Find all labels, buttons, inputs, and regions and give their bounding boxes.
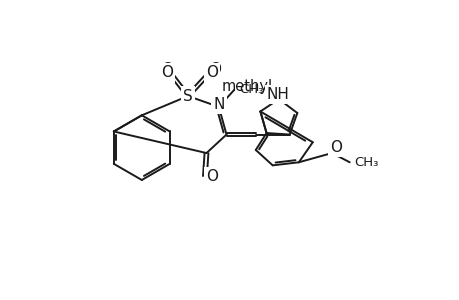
- Text: O: O: [206, 169, 218, 184]
- Text: O: O: [161, 62, 173, 77]
- Text: CH₃: CH₃: [239, 83, 263, 96]
- Text: O: O: [161, 65, 173, 80]
- Text: O: O: [329, 140, 341, 155]
- Text: NH: NH: [266, 85, 289, 100]
- Text: S: S: [183, 88, 192, 104]
- Text: O: O: [208, 62, 220, 77]
- Text: N: N: [213, 97, 224, 112]
- Text: CH₃: CH₃: [353, 156, 378, 169]
- Text: N: N: [213, 95, 224, 110]
- Text: S: S: [183, 88, 192, 104]
- Text: methyl: methyl: [221, 79, 272, 94]
- Text: NH: NH: [266, 87, 289, 102]
- Text: O: O: [330, 139, 342, 154]
- Text: O: O: [206, 172, 218, 188]
- Text: O: O: [206, 65, 218, 80]
